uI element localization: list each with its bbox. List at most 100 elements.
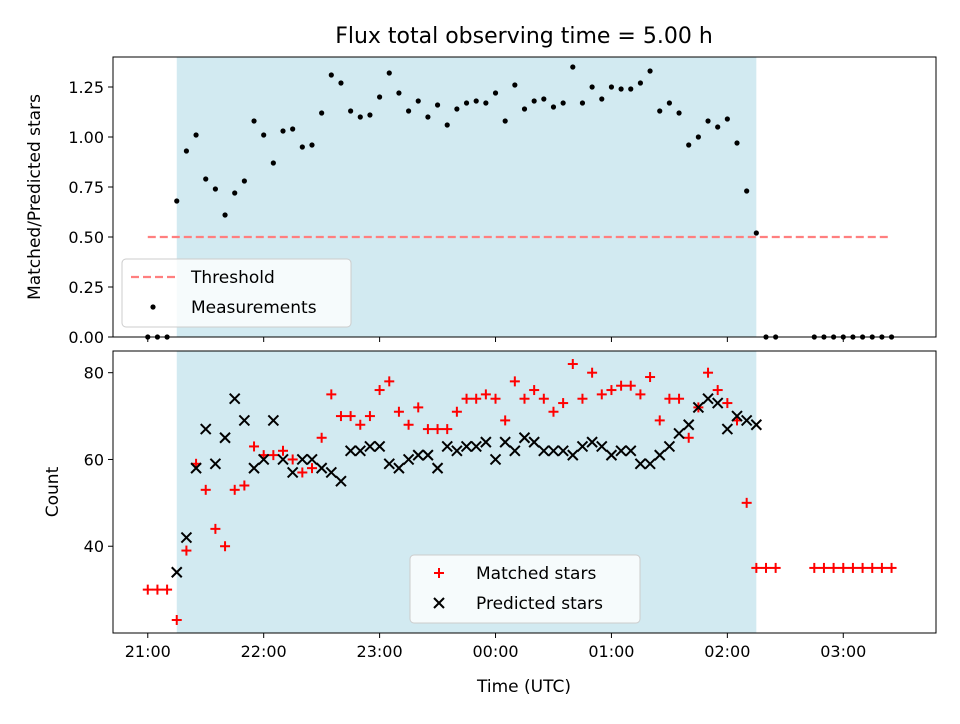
matched-star-point bbox=[625, 380, 636, 391]
measurement-point bbox=[396, 90, 402, 96]
predicted-star-point bbox=[383, 458, 395, 470]
measurement-point bbox=[637, 80, 644, 86]
measurement-point bbox=[232, 190, 238, 196]
measurement-point bbox=[193, 132, 199, 138]
measurement-point bbox=[454, 106, 460, 112]
measurement-point bbox=[676, 110, 682, 116]
predicted-star-point bbox=[644, 458, 656, 470]
measurement-point bbox=[686, 142, 692, 148]
ratio-panel: 0.00 0.25 0.50 0.75 1.00 1.25 Flux total obse… bbox=[25, 24, 937, 347]
x-tick-label: 03:00 bbox=[820, 642, 866, 661]
matched-star-point bbox=[664, 393, 675, 404]
measurement-point bbox=[512, 82, 518, 88]
predicted-star-point bbox=[296, 453, 309, 466]
matched-star-point bbox=[867, 562, 878, 573]
matched-star-point bbox=[413, 402, 424, 413]
predicted-star-point bbox=[451, 445, 463, 457]
measurement-point bbox=[222, 212, 228, 218]
matched-star-point bbox=[683, 432, 694, 443]
measurement-point bbox=[492, 90, 499, 96]
matched-star-point bbox=[876, 562, 887, 573]
ratio-legend: Threshold Measurements bbox=[121, 258, 352, 328]
measurement-point bbox=[618, 86, 624, 92]
predicted-star-point bbox=[683, 419, 695, 431]
count-y-axis-label: Count bbox=[43, 466, 63, 517]
matched-star-point bbox=[645, 372, 656, 383]
matched-star-point bbox=[500, 415, 511, 426]
measurement-point bbox=[425, 114, 431, 120]
measurement-point bbox=[560, 100, 566, 106]
predicted-star-point bbox=[364, 440, 376, 453]
matched-star-point bbox=[847, 562, 858, 573]
x-tick-label: 23:00 bbox=[357, 642, 403, 661]
matched-star-point bbox=[364, 411, 375, 422]
matched-star-point bbox=[818, 562, 829, 573]
measurement-point bbox=[444, 122, 450, 128]
x-axis-label: Time (UTC) bbox=[476, 677, 571, 697]
predicted-star-point bbox=[315, 462, 328, 474]
matched-star-point bbox=[152, 584, 163, 595]
matched-star-point bbox=[616, 380, 627, 391]
matched-star-point bbox=[674, 393, 685, 404]
measurement-point bbox=[174, 198, 180, 204]
predicted-star-point bbox=[692, 401, 705, 414]
matched-star-point bbox=[326, 389, 337, 400]
measurement-point bbox=[377, 94, 383, 100]
predicted-star-point bbox=[740, 414, 753, 427]
measurement-point bbox=[647, 68, 653, 74]
predicted-star-point bbox=[354, 445, 366, 457]
matched-star-point bbox=[558, 398, 569, 409]
matched-star-point bbox=[335, 411, 346, 422]
predicted-star-point bbox=[509, 445, 521, 457]
measurement-point bbox=[599, 96, 605, 102]
ratio-y-tick-label: 0.00 bbox=[68, 328, 104, 347]
x-tick-label: 22:00 bbox=[241, 642, 287, 661]
measurement-point bbox=[386, 70, 392, 76]
x-tick-label: 00:00 bbox=[472, 642, 518, 661]
predicted-star-point bbox=[518, 432, 531, 444]
matched-star-point bbox=[384, 376, 395, 387]
predicted-star-point bbox=[209, 458, 222, 470]
predicted-star-point bbox=[567, 449, 579, 461]
matched-star-point bbox=[345, 411, 356, 422]
predicted-star-point bbox=[286, 466, 299, 479]
measurement-point bbox=[608, 84, 615, 90]
count-y-tick-label: 40 bbox=[84, 537, 104, 556]
measurement-point bbox=[319, 110, 325, 116]
matched-star-point bbox=[442, 424, 453, 435]
predicted-stars-legend-label: Predicted stars bbox=[476, 594, 603, 614]
matched-star-point bbox=[249, 441, 260, 452]
matched-star-point bbox=[712, 385, 723, 396]
predicted-star-point bbox=[238, 414, 251, 427]
matched-star-point bbox=[548, 406, 559, 417]
matched-star-point bbox=[577, 393, 588, 404]
predicted-star-point bbox=[528, 436, 540, 448]
measurement-point bbox=[367, 112, 373, 118]
matched-star-point bbox=[239, 480, 250, 491]
measurement-point bbox=[348, 108, 354, 114]
count-legend-box bbox=[409, 554, 641, 624]
measurement-point bbox=[589, 84, 595, 90]
matched-star-point bbox=[606, 385, 617, 396]
predicted-star-point bbox=[702, 393, 714, 405]
measurement-point bbox=[328, 72, 334, 78]
predicted-star-point bbox=[460, 440, 473, 453]
measurement-point bbox=[299, 144, 305, 150]
predicted-star-point bbox=[431, 462, 444, 474]
measurement-point bbox=[473, 98, 479, 104]
matched-star-point bbox=[809, 562, 820, 573]
matched-star-point bbox=[722, 398, 733, 409]
measurements-legend-label: Measurements bbox=[191, 298, 317, 318]
matched-star-point bbox=[287, 454, 298, 465]
predicted-star-point bbox=[422, 449, 434, 461]
predicted-star-point bbox=[219, 432, 231, 444]
matched-star-point bbox=[432, 424, 443, 435]
matched-star-point bbox=[268, 450, 279, 461]
predicted-star-point bbox=[257, 453, 270, 466]
predicted-star-point bbox=[200, 423, 212, 435]
matched-star-point bbox=[490, 393, 501, 404]
predicted-star-point bbox=[731, 410, 743, 422]
measurement-point bbox=[434, 102, 441, 108]
matched-star-point bbox=[596, 389, 607, 400]
